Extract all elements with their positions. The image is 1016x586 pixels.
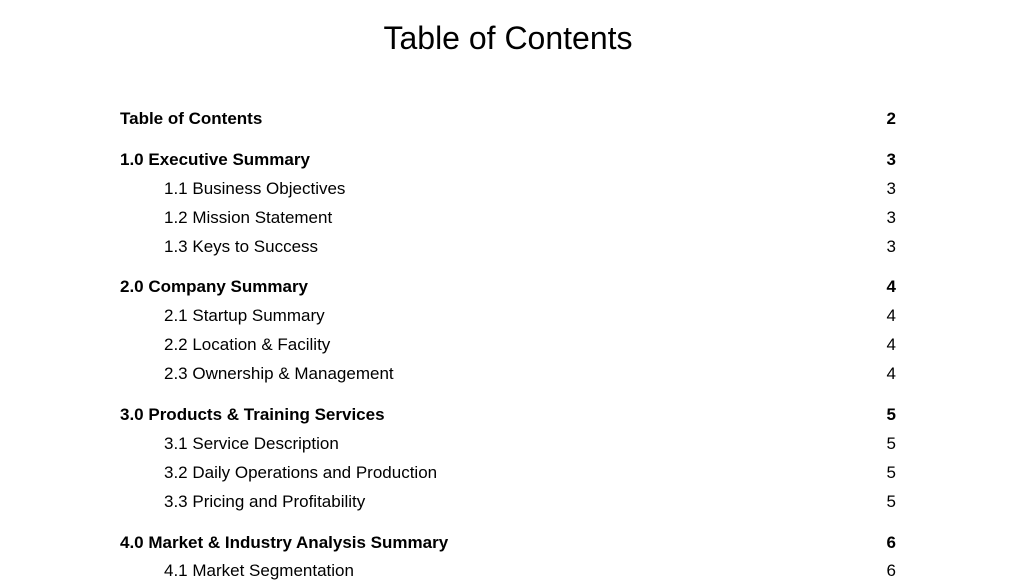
toc-entry-label: 2.0 Company Summary: [120, 273, 308, 302]
toc-sub-row: 2.3 Ownership & Management 4: [120, 360, 896, 389]
toc-sub-row: 3.1 Service Description 5: [120, 430, 896, 459]
toc-sub-row: 4.1 Market Segmentation 6: [120, 557, 896, 586]
toc-entry-label: 3.2 Daily Operations and Production: [164, 459, 437, 488]
toc-entry-label: Table of Contents: [120, 105, 262, 134]
toc-entry-label: 1.3 Keys to Success: [164, 233, 318, 262]
toc-entry-label: 2.1 Startup Summary: [164, 302, 325, 331]
toc-entry-label: 4.1 Market Segmentation: [164, 557, 354, 586]
toc-entry-label: 1.0 Executive Summary: [120, 146, 310, 175]
toc-sub-row: 3.3 Pricing and Profitability 5: [120, 488, 896, 517]
toc-entry-page: 4: [887, 302, 896, 331]
toc-entry-page: 3: [887, 233, 896, 262]
toc-section-row: 3.0 Products & Training Services 5: [120, 401, 896, 430]
toc-entry-page: 5: [887, 459, 896, 488]
toc-sub-row: 3.2 Daily Operations and Production 5: [120, 459, 896, 488]
toc-entry-page: 3: [887, 204, 896, 233]
page-title: Table of Contents: [120, 20, 896, 57]
toc-entry-label: 2.2 Location & Facility: [164, 331, 330, 360]
toc-section-row: 1.0 Executive Summary 3: [120, 146, 896, 175]
toc-section-row: 4.0 Market & Industry Analysis Summary 6: [120, 529, 896, 558]
toc-entry-page: 5: [887, 430, 896, 459]
toc-sub-row: 2.1 Startup Summary 4: [120, 302, 896, 331]
toc-entry-page: 3: [887, 175, 896, 204]
toc-sub-row: 1.2 Mission Statement 3: [120, 204, 896, 233]
toc-section-row: 2.0 Company Summary 4: [120, 273, 896, 302]
toc-entry-page: 2: [887, 105, 896, 134]
toc-entry-page: 3: [887, 146, 896, 175]
toc-entry-page: 6: [887, 557, 896, 586]
toc-sub-row: 2.2 Location & Facility 4: [120, 331, 896, 360]
toc-entry-page: 4: [887, 273, 896, 302]
toc-entry-label: 1.2 Mission Statement: [164, 204, 332, 233]
toc-container: Table of Contents Table of Contents 2 1.0 …: [0, 0, 1016, 586]
toc-entry-label: 4.0 Market & Industry Analysis Summary: [120, 529, 448, 558]
toc-entry-label: 3.1 Service Description: [164, 430, 339, 459]
toc-section-row: Table of Contents 2: [120, 105, 896, 134]
toc-entry-page: 5: [887, 488, 896, 517]
toc-sub-row: 1.1 Business Objectives 3: [120, 175, 896, 204]
toc-entry-label: 3.3 Pricing and Profitability: [164, 488, 365, 517]
toc-entry-page: 4: [887, 360, 896, 389]
toc-entry-page: 6: [887, 529, 896, 558]
toc-entry-page: 5: [887, 401, 896, 430]
toc-sub-row: 1.3 Keys to Success 3: [120, 233, 896, 262]
toc-entry-label: 1.1 Business Objectives: [164, 175, 345, 204]
toc-entry-label: 3.0 Products & Training Services: [120, 401, 385, 430]
toc-entry-label: 2.3 Ownership & Management: [164, 360, 394, 389]
toc-list: Table of Contents 2 1.0 Executive Summary 3…: [120, 105, 896, 586]
toc-entry-page: 4: [887, 331, 896, 360]
